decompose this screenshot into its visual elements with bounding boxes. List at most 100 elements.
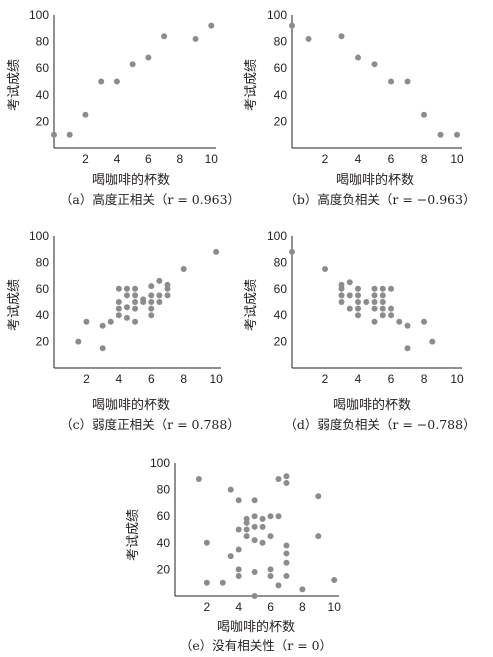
data-point-c <box>107 318 114 325</box>
data-point-e <box>235 573 242 580</box>
data-point-e <box>227 486 234 493</box>
data-point-d <box>388 312 395 319</box>
data-point-d <box>371 292 378 299</box>
data-point-c <box>99 345 106 352</box>
x-tick-label-b: 6 <box>388 152 395 166</box>
data-point-d <box>404 322 411 329</box>
xlabel-e: 喝咖啡的杯数 <box>217 619 295 635</box>
data-point-d <box>355 299 362 305</box>
y-tick-label-d: 20 <box>274 335 288 349</box>
y-tick-label-c: 20 <box>36 335 50 349</box>
data-point-e <box>259 523 266 530</box>
data-point-e <box>203 539 210 546</box>
data-point-c <box>115 299 122 305</box>
x-tick-label-a: 10 <box>205 152 219 166</box>
data-point-d <box>355 305 362 312</box>
data-point-e <box>243 526 250 533</box>
panel-c-scatter: （c）弱度正相关（r = 0.788） 喝咖啡的杯数 考试成绩 2 4 6 8 10 20… <box>7 229 240 432</box>
data-point-d <box>338 292 345 299</box>
data-point-e <box>283 479 290 486</box>
data-point-c <box>123 314 130 321</box>
x-tick-label-c: 4 <box>116 372 123 386</box>
data-point-b <box>437 131 444 138</box>
data-point-e <box>251 497 258 504</box>
caption-d: （d）弱度负相关（r = −0.788） <box>284 417 475 432</box>
data-point-d <box>379 312 386 319</box>
data-point-e <box>259 539 266 546</box>
data-point-d <box>363 299 370 305</box>
data-point-a <box>129 61 136 68</box>
data-point-c <box>132 318 139 325</box>
x-tick-label-e: 10 <box>328 600 342 614</box>
x-tick-label-c: 10 <box>209 372 223 386</box>
data-point-e <box>267 566 274 573</box>
data-point-e <box>235 526 242 533</box>
data-point-d <box>396 318 403 325</box>
data-point-c <box>115 305 122 312</box>
y-tick-label-e: 20 <box>157 562 171 576</box>
data-point-d <box>379 299 386 305</box>
x-tick-label-b: 8 <box>421 152 428 166</box>
caption-c: （c）弱度正相关（r = 0.788） <box>60 417 240 432</box>
data-point-c <box>164 281 171 288</box>
data-point-a <box>145 54 152 61</box>
data-point-e <box>283 559 290 566</box>
data-point-e <box>275 513 282 520</box>
data-point-c <box>99 322 106 329</box>
y-tick-label-c: 60 <box>36 282 50 296</box>
data-point-b <box>454 131 461 138</box>
x-tick-label-a: 8 <box>176 152 183 166</box>
data-point-d <box>355 285 362 292</box>
y-tick-label-c: 40 <box>36 308 50 322</box>
data-point-e <box>283 550 290 557</box>
x-tick-label-d: 6 <box>388 372 395 386</box>
data-point-c <box>148 292 155 299</box>
data-point-d <box>371 285 378 292</box>
data-point-d <box>379 285 386 292</box>
ylabel-d: 考试成绩 <box>244 279 259 331</box>
caption-e: （e）没有相关性（r = 0） <box>180 638 332 653</box>
data-point-e <box>331 577 338 584</box>
x-tick-label-e: 4 <box>235 600 242 614</box>
data-point-c <box>156 292 163 299</box>
data-point-e <box>299 586 306 593</box>
data-point-d <box>338 299 345 305</box>
data-point-b <box>388 78 395 85</box>
data-point-d <box>355 312 362 319</box>
data-point-e <box>275 475 282 482</box>
data-point-c <box>156 299 163 305</box>
y-tick-label-c: 80 <box>36 255 50 269</box>
data-point-e <box>259 515 266 522</box>
data-point-c <box>132 305 139 312</box>
data-point-e <box>267 533 274 540</box>
y-tick-label-c: 100 <box>29 229 49 243</box>
x-tick-label-e: 6 <box>267 600 274 614</box>
data-point-a <box>208 22 215 29</box>
data-point-a <box>192 35 199 42</box>
y-tick-label-b: 60 <box>274 61 288 75</box>
data-point-d <box>346 279 353 286</box>
data-point-c <box>123 304 130 311</box>
x-tick-label-c: 6 <box>148 372 155 386</box>
ylabel-a: 考试成绩 <box>7 59 22 111</box>
data-point-a <box>161 33 168 40</box>
data-point-e <box>219 579 226 586</box>
data-point-e <box>243 515 250 522</box>
data-point-c <box>148 283 155 290</box>
data-point-c <box>140 296 147 303</box>
data-point-e <box>275 582 282 589</box>
y-tick-label-b: 80 <box>274 35 288 49</box>
data-point-d <box>429 338 436 345</box>
data-point-c <box>115 312 122 319</box>
data-point-e <box>195 475 202 482</box>
x-tick-label-e: 2 <box>204 600 211 614</box>
ylabel-e: 考试成绩 <box>126 509 141 561</box>
data-point-a <box>82 111 89 118</box>
data-point-c <box>75 338 82 345</box>
data-point-c <box>148 312 155 319</box>
x-tick-label-c: 2 <box>83 372 90 386</box>
y-tick-label-d: 80 <box>274 255 288 269</box>
data-point-d <box>338 281 345 288</box>
data-point-b <box>305 35 312 42</box>
